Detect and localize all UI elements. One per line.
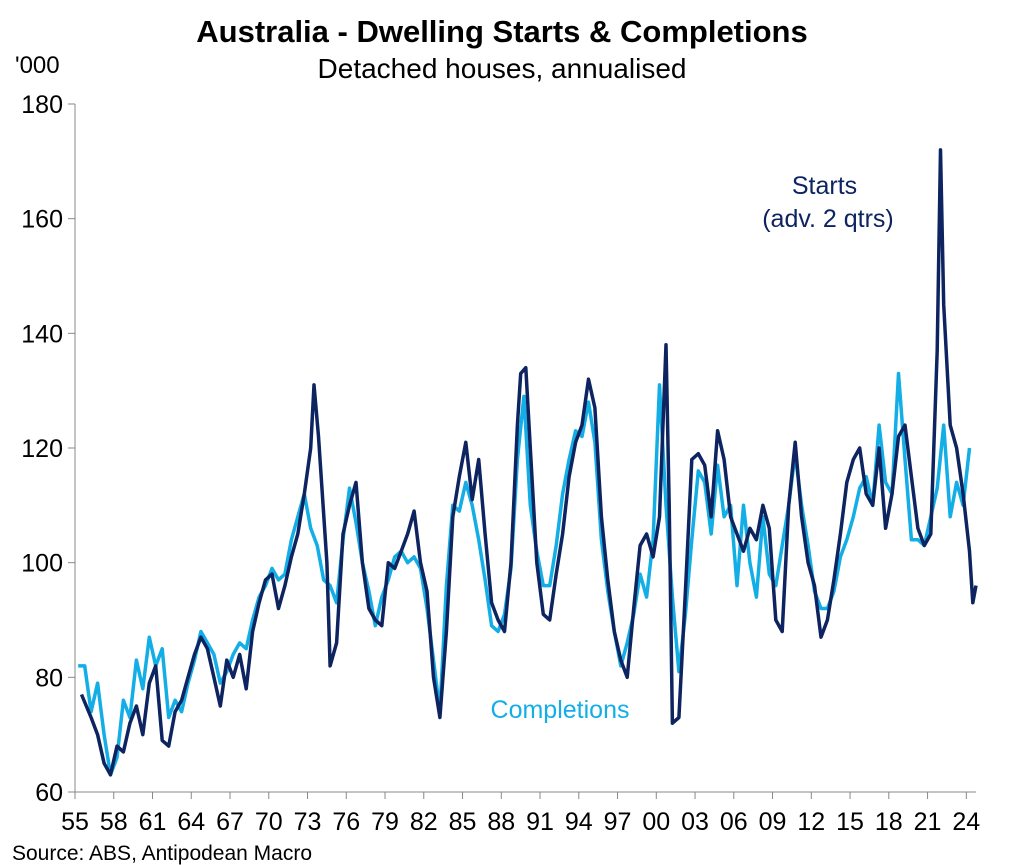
x-tick-label: 03 — [681, 808, 709, 836]
x-tick-label: 64 — [177, 808, 205, 836]
x-tick-label: 55 — [61, 808, 89, 836]
x-tick-label: 61 — [139, 808, 167, 836]
completions-annotation: Completions — [491, 696, 630, 724]
series-line-starts — [79, 148, 978, 777]
y-tick-label: 140 — [21, 320, 63, 348]
y-axis-ticks: 60 80 100 120 140 160 180 — [21, 91, 75, 807]
x-tick-label: 70 — [255, 808, 283, 836]
y-tick-label: 160 — [21, 206, 63, 234]
x-tick-label: 00 — [642, 808, 670, 836]
y-tick-label: 120 — [21, 435, 63, 463]
x-tick-label: 09 — [759, 808, 787, 836]
y-tick-label: 100 — [21, 550, 63, 578]
x-tick-label: 06 — [720, 808, 748, 836]
starts-annotation-line-1: Starts — [792, 172, 857, 200]
x-tick-label: 58 — [100, 808, 128, 836]
x-tick-label: 21 — [914, 808, 942, 836]
x-tick-label: 12 — [797, 808, 825, 836]
x-axis-ticks: 55 58 61 64 67 70 73 76 79 82 85 88 91 94 97 00 03 06 09 12… — [61, 792, 980, 836]
x-tick-label: 15 — [836, 808, 864, 836]
x-tick-label: 94 — [565, 808, 593, 836]
chart-title: Australia - Dwelling Starts & Completion… — [196, 14, 807, 49]
y-axis-unit-label: '000 — [15, 52, 60, 79]
x-tick-label: 76 — [332, 808, 360, 836]
x-tick-label: 24 — [952, 808, 980, 836]
starts-annotation: Starts (adv. 2 qtrs) — [762, 172, 894, 233]
x-tick-label: 91 — [526, 808, 554, 836]
x-tick-label: 67 — [216, 808, 244, 836]
y-tick-label: 80 — [35, 664, 63, 692]
x-tick-label: 82 — [410, 808, 438, 836]
y-tick-label: 180 — [21, 91, 63, 119]
starts-annotation-line-2: (adv. 2 qtrs) — [762, 205, 894, 233]
chart-subtitle: Detached houses, annualised — [318, 53, 687, 84]
x-tick-label: 18 — [875, 808, 903, 836]
x-tick-label: 79 — [371, 808, 399, 836]
x-tick-label: 73 — [294, 808, 322, 836]
x-tick-label: 85 — [449, 808, 477, 836]
x-tick-label: 97 — [604, 808, 632, 836]
x-tick-label: 88 — [487, 808, 515, 836]
source-note: Source: ABS, Antipodean Macro — [12, 842, 312, 865]
y-tick-label: 60 — [35, 779, 63, 807]
